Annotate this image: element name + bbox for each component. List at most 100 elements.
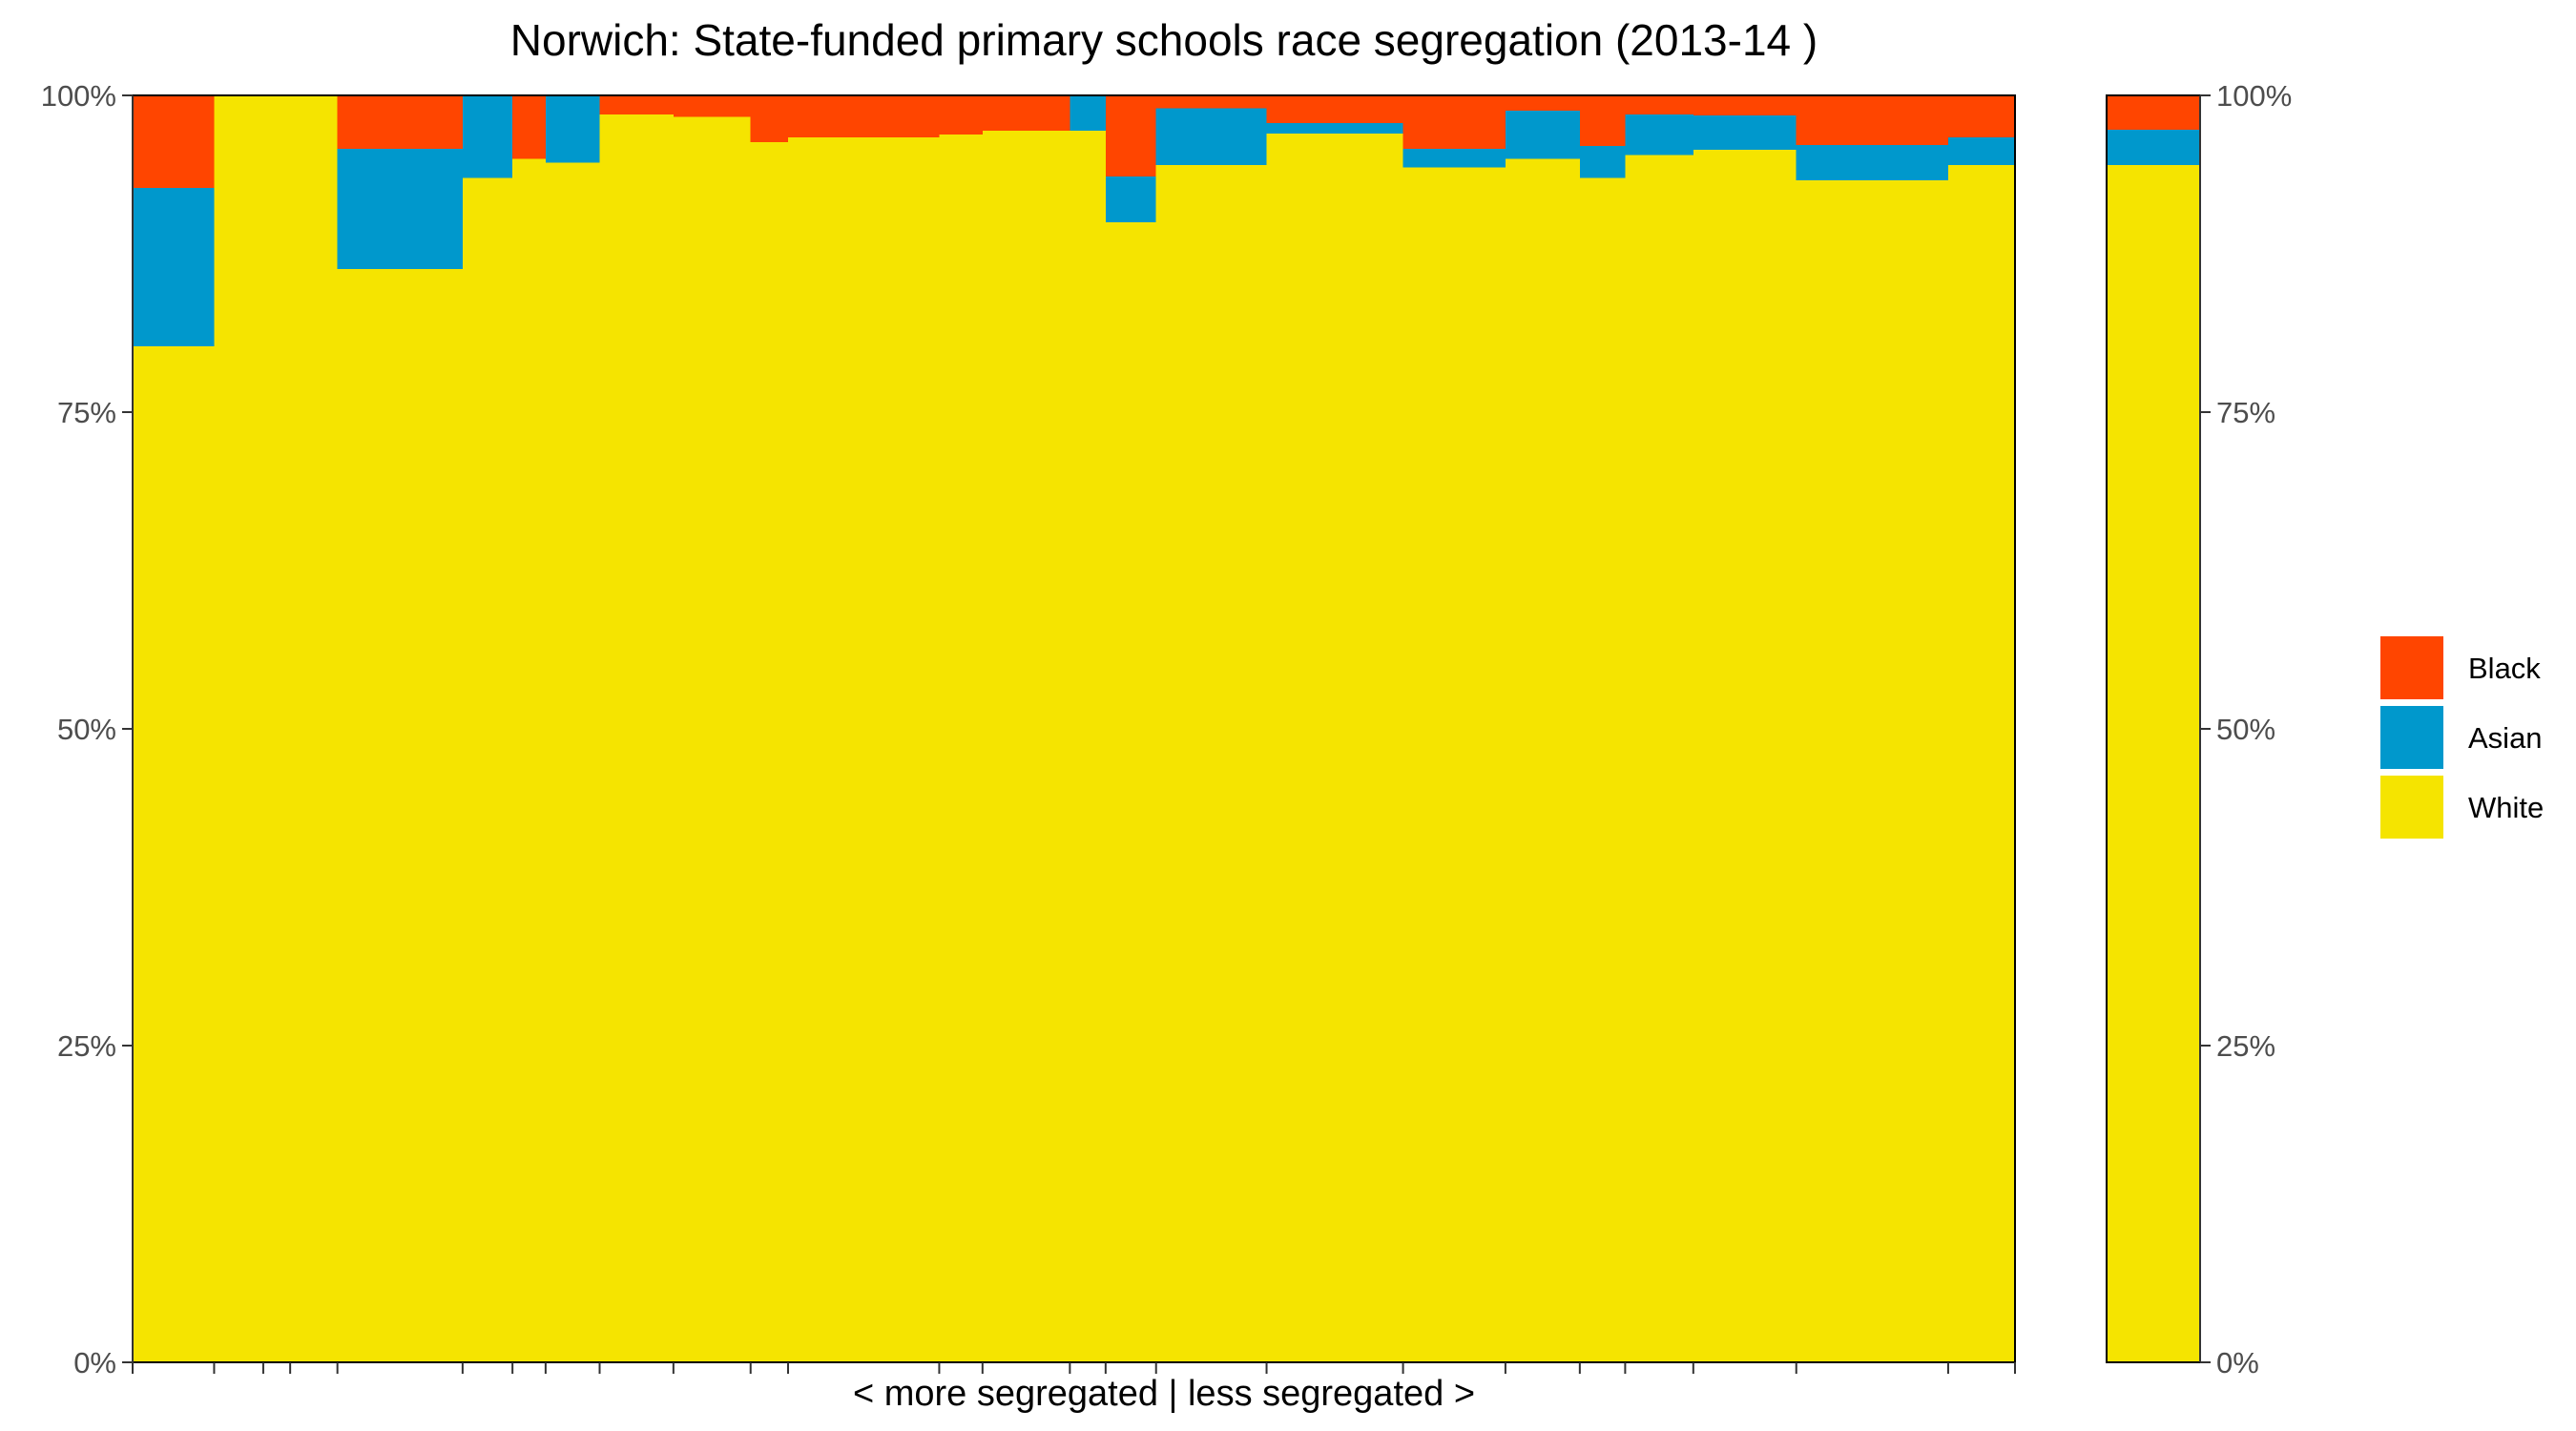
school-bar	[1070, 95, 1106, 1363]
bar-segment-asian	[1693, 115, 1797, 151]
school-bar	[545, 95, 600, 1362]
school-bar	[599, 95, 674, 1362]
y-tick-label-right: 25%	[2216, 1029, 2275, 1063]
bar-segment-white	[512, 158, 546, 1362]
bar-segment-black	[1266, 95, 1403, 124]
legend-label: Black	[2468, 652, 2541, 685]
bar-segment-white	[1796, 179, 1948, 1363]
bar-segment-white	[1693, 150, 1797, 1362]
y-tick-label-right: 75%	[2216, 396, 2275, 429]
y-tick-label-right: 100%	[2216, 79, 2292, 113]
legend-item: Black	[2380, 636, 2541, 699]
bar-segment-black	[939, 95, 983, 135]
bar-segment-white	[1947, 165, 2015, 1362]
bar-segment-black	[599, 95, 674, 114]
bar-segment-white	[939, 135, 983, 1363]
bar-segment-black	[750, 95, 788, 143]
bar-segment-black	[1402, 95, 1506, 149]
bar-segment-white	[1105, 221, 1156, 1362]
bar-segment-white	[1625, 155, 1693, 1362]
y-tick-label-left: 0%	[73, 1346, 116, 1379]
bar-segment-black	[673, 95, 751, 117]
bar-segment-asian	[1402, 148, 1506, 168]
y-tick-label-left: 25%	[57, 1029, 116, 1063]
school-bar	[214, 95, 263, 1362]
bar-segment-white	[2107, 165, 2200, 1362]
bar-segment-asian	[337, 148, 463, 269]
school-bar	[1579, 95, 1626, 1362]
bar-segment-black	[2107, 95, 2200, 130]
school-bar	[982, 95, 1070, 1363]
bar-segment-black	[1105, 95, 1156, 176]
bar-segment-white	[1266, 133, 1403, 1363]
bar-segment-white	[214, 95, 263, 1362]
legend-label: Asian	[2468, 721, 2543, 755]
legend-item: White	[2380, 776, 2544, 839]
school-bar	[1505, 95, 1580, 1362]
bar-segment-white	[337, 268, 463, 1362]
bar-segment-asian	[545, 95, 600, 163]
school-bar	[337, 95, 463, 1362]
bar-segment-black	[787, 95, 940, 137]
school-bar	[787, 95, 940, 1363]
y-tick-label-left: 50%	[57, 713, 116, 746]
school-bar	[1693, 95, 1797, 1362]
bar-segment-black	[982, 95, 1070, 132]
bar-segment-asian	[1155, 108, 1267, 166]
school-bar	[290, 95, 338, 1362]
legend-swatch	[2380, 776, 2443, 839]
school-bar	[1796, 95, 1948, 1363]
bar-segment-white	[1402, 167, 1506, 1362]
y-tick-label-left: 75%	[57, 396, 116, 429]
bar-segment-black	[1693, 95, 1797, 116]
x-axis-label: < more segregated | less segregated >	[853, 1374, 1475, 1414]
bar-segment-black	[1625, 95, 1693, 114]
school-bar	[1266, 95, 1403, 1363]
bar-segment-asian	[2107, 129, 2200, 166]
bar-segment-asian	[462, 95, 513, 178]
legend-label: White	[2468, 791, 2544, 824]
bar-segment-asian	[1796, 144, 1948, 180]
bar-segment-asian	[1579, 146, 1626, 178]
school-bar	[133, 95, 215, 1363]
bars-layer	[133, 95, 2200, 1363]
school-bar	[939, 95, 983, 1363]
bar-segment-white	[545, 162, 600, 1362]
bar-segment-black	[1947, 95, 2015, 137]
bar-segment-black	[1155, 95, 1267, 109]
legend-swatch	[2380, 636, 2443, 699]
bar-segment-white	[262, 95, 291, 1362]
school-bar	[1947, 95, 2015, 1362]
school-bar	[1402, 95, 1506, 1362]
chart-title: Norwich: State-funded primary schools ra…	[510, 15, 1818, 65]
bar-segment-white	[787, 136, 940, 1363]
bar-segment-asian	[1070, 95, 1106, 132]
bar-segment-white	[1155, 165, 1267, 1362]
bar-segment-asian	[1266, 123, 1403, 134]
school-bar	[673, 95, 751, 1362]
bar-segment-asian	[133, 187, 215, 346]
school-bar	[262, 95, 291, 1362]
bar-segment-white	[1070, 131, 1106, 1363]
legend-swatch	[2380, 706, 2443, 769]
axes-layer: 0% 0% 25% 25% 50% 50% 75% 75% 100% 100%	[41, 79, 2293, 1379]
y-tick-label-right: 0%	[2216, 1346, 2259, 1379]
school-bar	[1105, 95, 1156, 1362]
legend-item: Asian	[2380, 706, 2543, 769]
bar-segment-black	[133, 95, 215, 188]
school-bar	[1625, 95, 1693, 1362]
bar-segment-white	[133, 345, 215, 1363]
bar-segment-asian	[1947, 136, 2015, 166]
bar-segment-black	[1796, 95, 1948, 145]
bar-segment-white	[750, 142, 788, 1363]
bar-segment-asian	[1625, 114, 1693, 156]
y-tick-label-right: 50%	[2216, 713, 2275, 746]
bar-segment-white	[462, 177, 513, 1362]
bar-segment-black	[1505, 95, 1580, 111]
legend: Black Asian White	[2380, 636, 2544, 839]
school-bar	[462, 95, 513, 1362]
bar-segment-asian	[1105, 176, 1156, 222]
school-bar	[512, 95, 546, 1362]
bar-segment-black	[1579, 95, 1626, 147]
